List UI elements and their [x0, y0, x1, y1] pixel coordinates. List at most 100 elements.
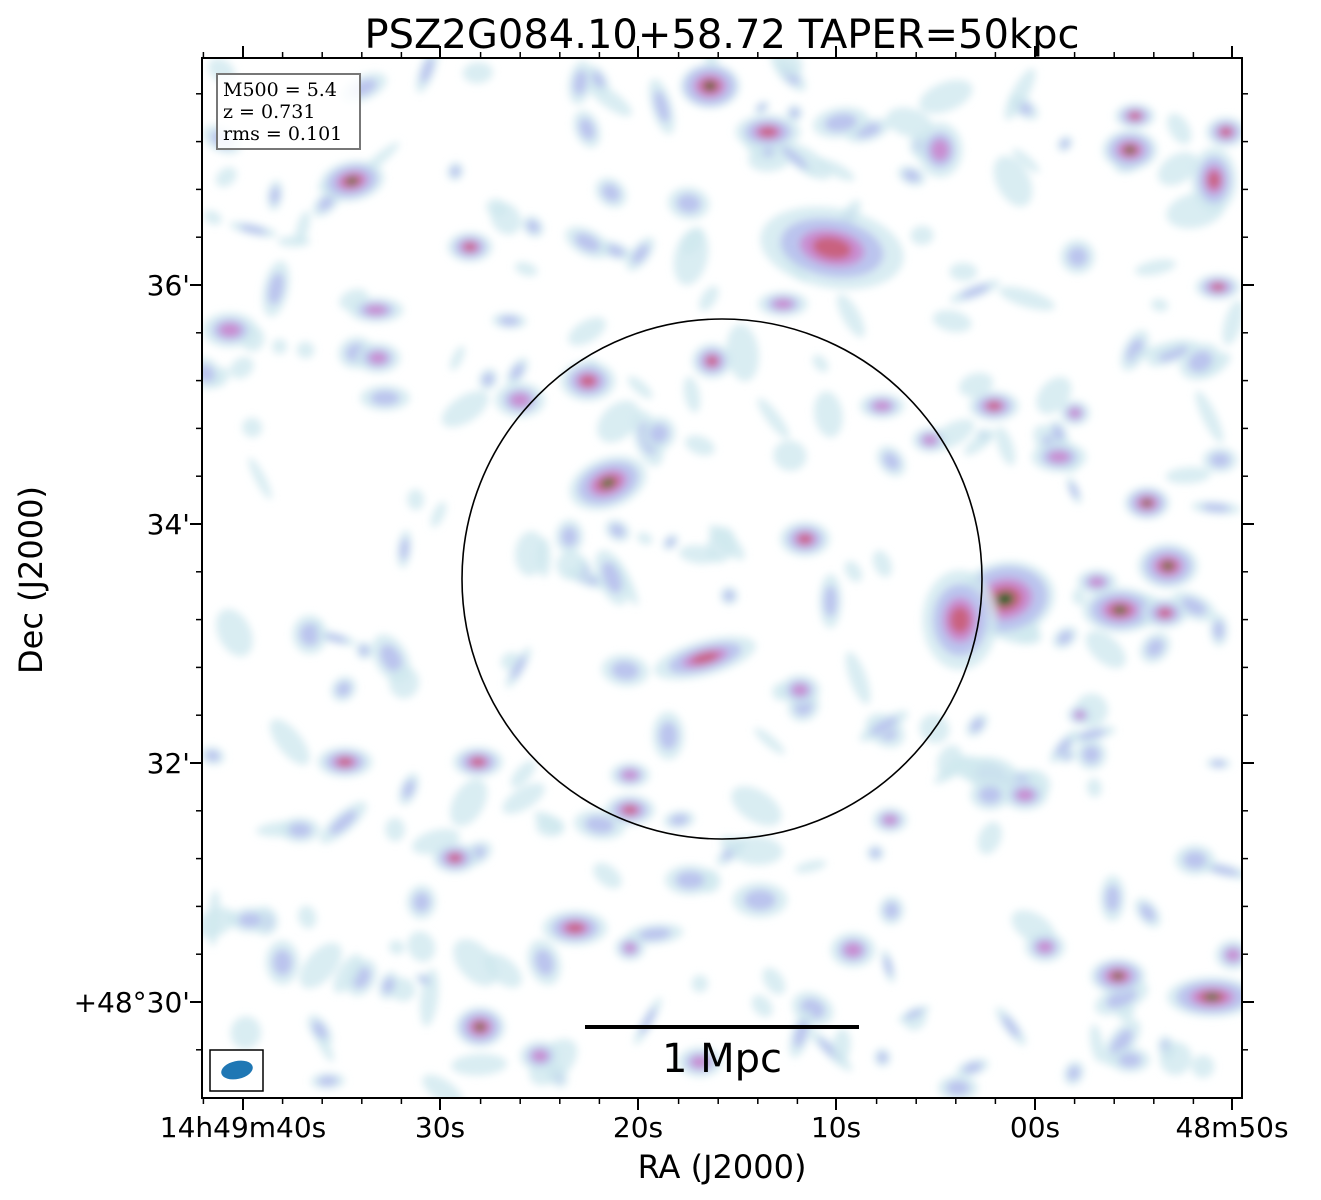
- emission-blob: [622, 770, 638, 780]
- emission-blob: [219, 323, 241, 337]
- emission-blob: [451, 1053, 508, 1076]
- emission-blob: [1159, 1041, 1192, 1076]
- emission-blob: [385, 817, 406, 842]
- emission-blob: [936, 745, 963, 778]
- emission-blob: [272, 949, 293, 976]
- emission-blob: [268, 272, 284, 305]
- emission-blob: [1067, 246, 1088, 267]
- emission-blob: [369, 352, 387, 364]
- emission-blob: [407, 489, 425, 511]
- emission-blob: [510, 363, 524, 380]
- emission-blob: [1106, 988, 1137, 1008]
- emission-blob: [963, 1062, 982, 1074]
- emission-blob: [448, 853, 462, 863]
- x-tick-label: 10s: [811, 1111, 861, 1144]
- emission-blob: [759, 127, 777, 137]
- emission-blob: [1195, 390, 1224, 443]
- emission-blob: [1157, 152, 1199, 186]
- x-tick-label: 14h49m40s: [160, 1111, 327, 1144]
- emission-blob: [602, 561, 622, 594]
- x-tick-label: 20s: [613, 1111, 663, 1144]
- emission-blob: [949, 262, 978, 281]
- emission-blob: [295, 210, 311, 245]
- emission-blob: [812, 354, 829, 373]
- emission-blob: [324, 633, 348, 643]
- emission-blob: [471, 757, 485, 767]
- emission-blob: [789, 108, 800, 118]
- emission-blob: [402, 779, 415, 799]
- info-redshift: z = 0.731: [223, 101, 315, 123]
- emission-blob: [1158, 608, 1172, 618]
- emission-blob: [430, 501, 447, 528]
- emission-blob: [1126, 338, 1144, 363]
- emission-blob: [1048, 451, 1070, 463]
- emission-blob: [757, 103, 767, 112]
- emission-blob: [873, 401, 891, 411]
- emission-blob: [215, 167, 237, 188]
- emission-blob: [987, 401, 1001, 411]
- emission-blob: [823, 585, 837, 617]
- y-tick-labels: 36' 34' 32' +48°30': [74, 269, 190, 1019]
- emission-blob: [248, 457, 272, 500]
- emission-blob: [1089, 577, 1105, 587]
- x-tick-label: 30s: [415, 1111, 465, 1144]
- emission-blob: [691, 652, 719, 664]
- emission-blob: [207, 889, 221, 947]
- emission-blob: [510, 760, 536, 788]
- emission-blob: [919, 79, 973, 114]
- emission-blob: [869, 717, 898, 736]
- emission-blob: [1072, 588, 1086, 606]
- emission-blob: [1110, 1029, 1133, 1056]
- emission-blob: [813, 391, 843, 438]
- emission-blob: [329, 810, 357, 835]
- emission-blob: [949, 606, 971, 634]
- emission-blob: [675, 871, 705, 889]
- emission-blob: [1211, 760, 1226, 767]
- emission-blob: [666, 537, 676, 547]
- emission-blob: [299, 942, 342, 989]
- emission-blob: [1118, 1052, 1142, 1068]
- emission-blob: [526, 220, 540, 233]
- emission-blob: [744, 889, 776, 911]
- emission-blob: [573, 69, 588, 96]
- emission-blob: [482, 373, 494, 386]
- info-box: M500 = 5.4 z = 0.731 rms = 0.101: [216, 73, 361, 150]
- emission-blob: [450, 778, 488, 827]
- y-tick-label: 34': [147, 508, 190, 541]
- emission-blob: [773, 299, 793, 309]
- emission-blob: [1201, 503, 1231, 512]
- emission-blob: [1226, 949, 1240, 961]
- emission-blob: [1004, 68, 1036, 120]
- emission-blob: [1191, 1055, 1215, 1078]
- emission-blob: [812, 236, 852, 260]
- emission-blob: [958, 372, 994, 397]
- emission-blob: [1069, 408, 1081, 418]
- emission-blob: [238, 912, 262, 928]
- emission-blob: [1222, 299, 1242, 346]
- emission-blob: [205, 750, 220, 762]
- emission-blob: [1093, 26, 1107, 38]
- emission-blob: [1078, 729, 1106, 740]
- emission-blob: [845, 651, 871, 705]
- emission-blob: [1204, 993, 1220, 1001]
- emission-blob: [574, 233, 601, 252]
- x-tick-labels: 14h49m40s 30s 20s 10s 00s 48m50s: [160, 1111, 1289, 1144]
- emission-blob: [230, 1016, 262, 1050]
- emission-blob: [792, 684, 808, 696]
- emission-blob: [297, 905, 317, 929]
- emission-blob: [729, 836, 784, 865]
- emission-blob: [1075, 711, 1085, 719]
- emission-blob: [683, 376, 701, 413]
- x-axis-label: RA (J2000): [638, 1148, 807, 1186]
- cluster-circle: [461, 318, 983, 840]
- emission-blob: [910, 225, 934, 246]
- emission-blob: [770, 58, 803, 77]
- emission-blob: [382, 977, 395, 994]
- emission-blob: [624, 943, 636, 953]
- emission-blob: [450, 165, 461, 177]
- emission-blob: [597, 400, 640, 443]
- emission-blob: [1130, 339, 1189, 360]
- emission-blob: [659, 721, 678, 750]
- emission-blob: [422, 1074, 464, 1098]
- beam-ellipse: [221, 1060, 253, 1080]
